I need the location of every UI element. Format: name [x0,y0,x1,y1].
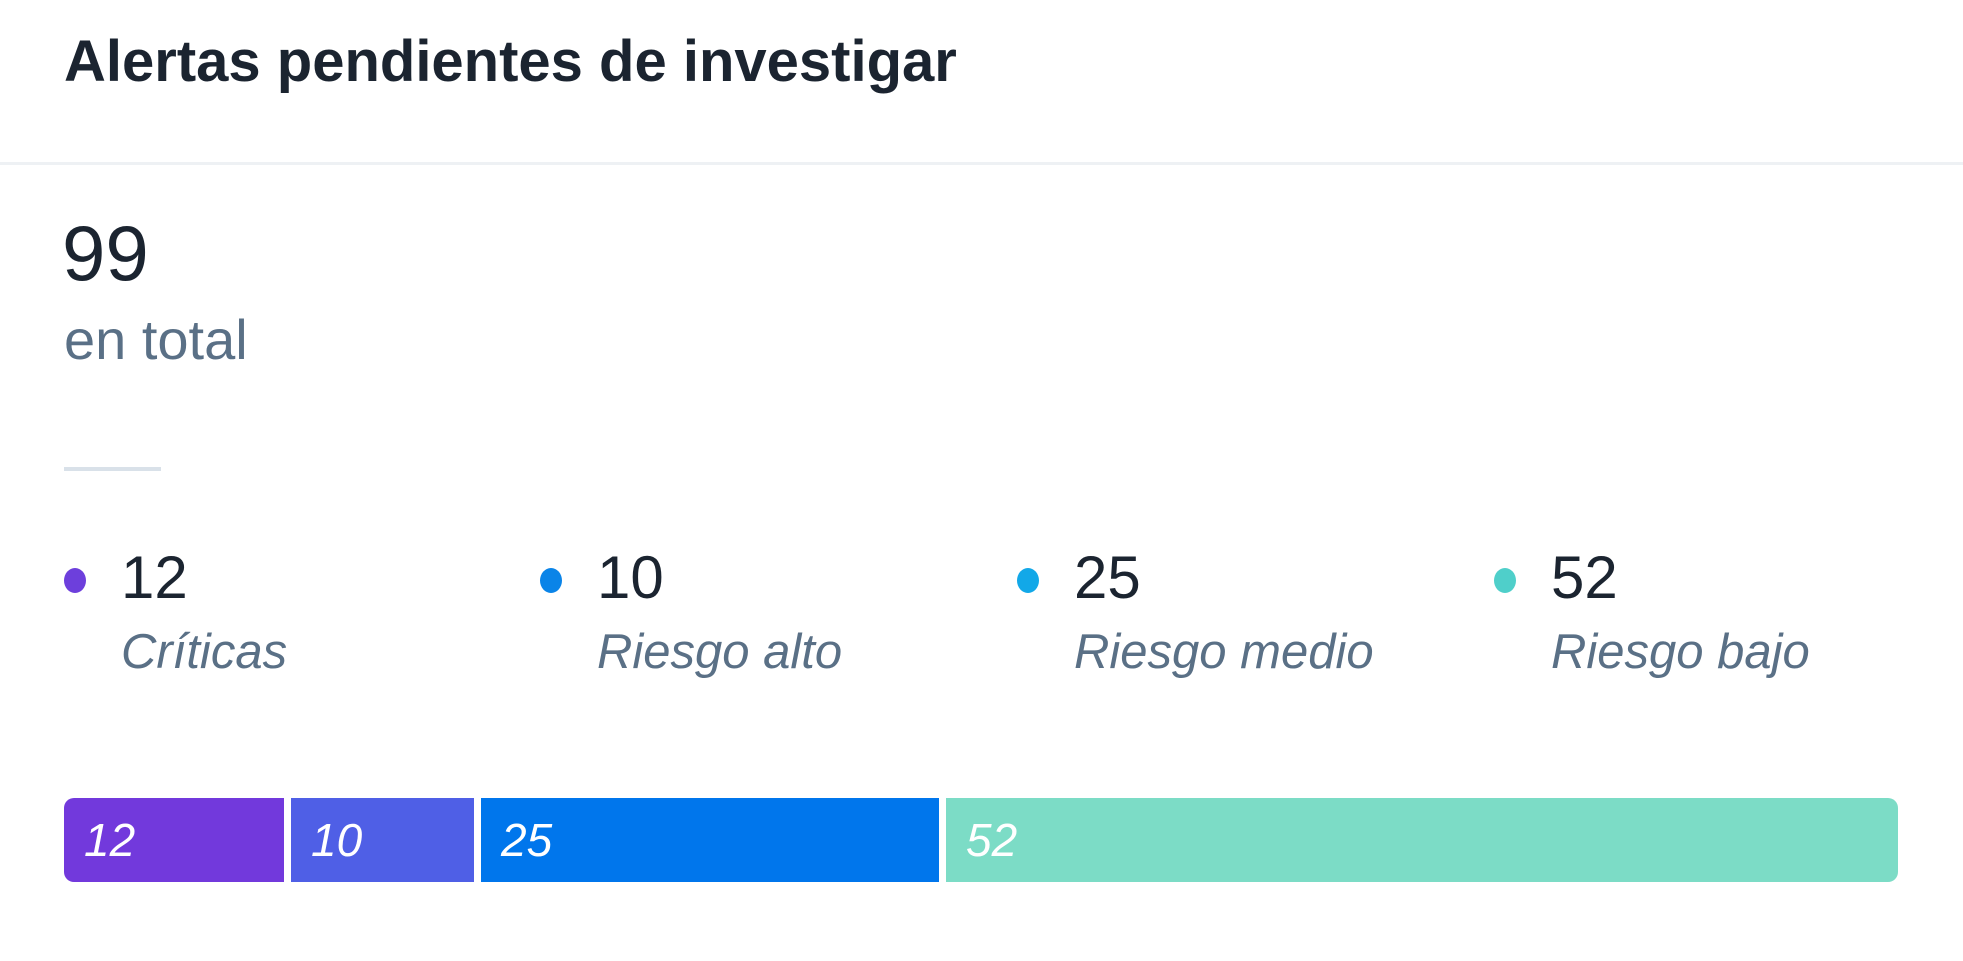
bar-segment-criticas: 12 [64,798,284,882]
bar-segment-riesgo-medio: 25 [481,798,939,882]
bar-segment-label: 52 [966,814,1018,866]
divider [64,467,161,471]
bar-segment-riesgo-bajo: 52 [946,798,1898,882]
bar-segment-riesgo-alto: 10 [291,798,474,882]
legend-label: Críticas [121,625,288,679]
legend-label: Riesgo bajo [1551,625,1810,679]
legend-item-riesgo-medio: 25 Riesgo medio [1017,540,1477,690]
legend-dot [1494,568,1516,593]
legend-value: 52 [1551,544,1618,611]
total-label: en total [64,308,248,371]
legend-value: 10 [597,544,664,611]
bar-segment-label: 10 [311,814,363,866]
legend-item-criticas: 12 Críticas [64,540,524,690]
card-title: Alertas pendientes de investigar [64,29,957,94]
legend-item-riesgo-bajo: 52 Riesgo bajo [1494,540,1954,690]
card-header: Alertas pendientes de investigar [0,0,1963,165]
bar-segment-label: 25 [501,814,553,866]
legend-dot [1017,568,1039,593]
stacked-bar-chart: 12 10 25 52 [64,798,1898,882]
legend-dot [540,568,562,593]
total-count: 99 [62,209,149,297]
legend-label: Riesgo medio [1074,625,1374,679]
legend-value: 25 [1074,544,1141,611]
legend-label: Riesgo alto [597,625,843,679]
bar-segment-label: 12 [84,814,136,866]
legend-item-riesgo-alto: 10 Riesgo alto [540,540,1000,690]
legend-value: 12 [121,544,188,611]
legend-dot [64,568,86,593]
